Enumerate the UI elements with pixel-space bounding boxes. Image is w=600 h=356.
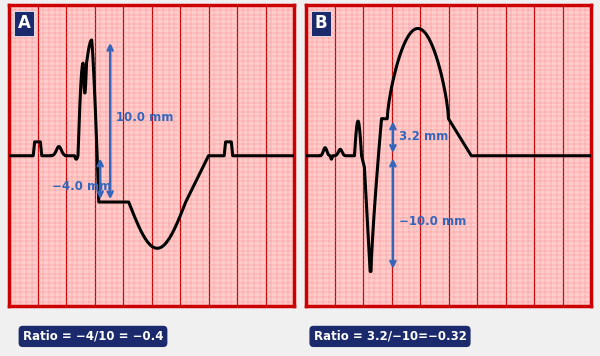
Text: Ratio = −4/10 = −0.4: Ratio = −4/10 = −0.4 xyxy=(23,330,163,343)
Text: Ratio = 3.2/−10=−0.32: Ratio = 3.2/−10=−0.32 xyxy=(314,330,466,343)
Text: B: B xyxy=(314,14,327,32)
Text: 10.0 mm: 10.0 mm xyxy=(116,111,173,124)
Text: −4.0 mm: −4.0 mm xyxy=(52,180,111,193)
Text: −10.0 mm: −10.0 mm xyxy=(398,215,466,228)
Text: 3.2 mm: 3.2 mm xyxy=(398,130,448,142)
Text: A: A xyxy=(17,14,31,32)
